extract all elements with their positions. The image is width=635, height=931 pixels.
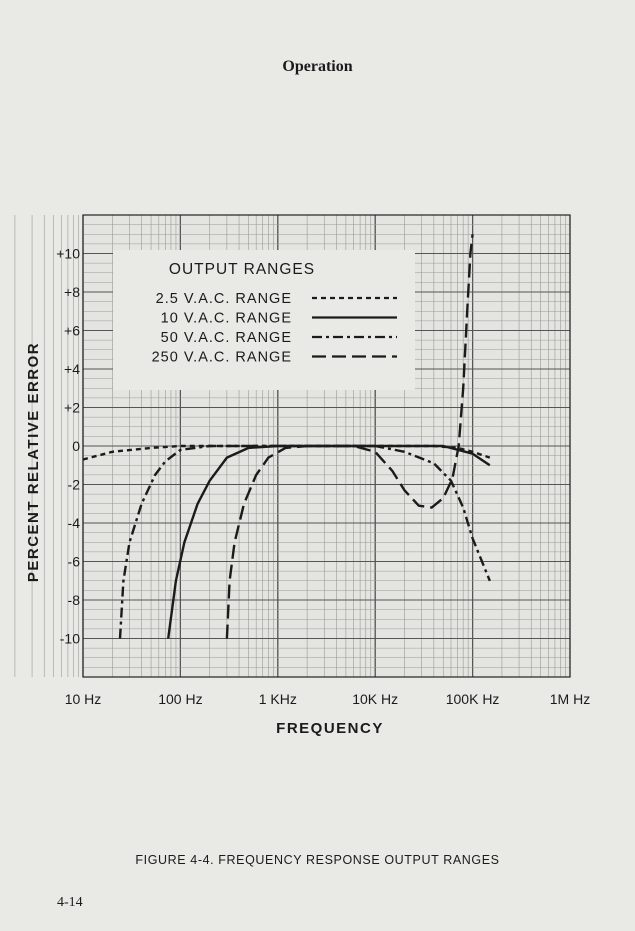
- legend-box: [113, 250, 415, 390]
- y-tick-label: +4: [64, 361, 80, 377]
- page-header: Operation: [282, 58, 353, 75]
- y-tick-label: 0: [72, 438, 80, 454]
- y-tick-label: -4: [68, 515, 81, 531]
- legend: OUTPUT RANGES 2.5 V.A.C. RANGE 10 V.A.C. …: [113, 250, 415, 390]
- series-line-4: [225, 234, 474, 639]
- x-tick-label: 100K Hz: [446, 691, 500, 707]
- y-axis-label: PERCENT RELATIVE ERROR: [25, 342, 42, 582]
- plot-frame: [82, 214, 571, 678]
- y-tick-label: +8: [64, 284, 80, 300]
- chart-series: [82, 234, 491, 639]
- x-tick-label: 1 KHz: [259, 691, 297, 707]
- x-tick-labels: 10 Hz 100 Hz 1 KHz 10K Hz 100K Hz 1M Hz: [65, 691, 591, 707]
- legend-title: OUTPUT RANGES: [169, 261, 315, 278]
- legend-items: 2.5 V.A.C. RANGE 10 V.A.C. RANGE 50 V.A.C.…: [152, 291, 397, 366]
- series-line-3: [118, 444, 491, 639]
- legend-label: 50 V.A.C. RANGE: [161, 330, 292, 346]
- y-tick-label: -2: [68, 477, 81, 493]
- x-tick-label: 10 Hz: [65, 691, 102, 707]
- legend-label: 2.5 V.A.C. RANGE: [156, 291, 292, 307]
- x-tick-label: 1M Hz: [550, 691, 590, 707]
- legend-label: 10 V.A.C. RANGE: [161, 311, 292, 327]
- y-tick-label: -8: [68, 592, 81, 608]
- figure-caption: FIGURE 4-4. FREQUENCY RESPONSE OUTPUT RA…: [135, 853, 500, 867]
- y-tick-label: +10: [56, 246, 80, 262]
- page-number: 4-14: [57, 895, 83, 910]
- y-tick-label: -6: [68, 554, 81, 570]
- x-tick-label: 100 Hz: [158, 691, 202, 707]
- y-tick-label: -10: [60, 631, 80, 647]
- x-tick-label: 10K Hz: [352, 691, 398, 707]
- legend-label: 250 V.A.C. RANGE: [152, 350, 292, 366]
- y-tick-label: +6: [64, 323, 80, 339]
- series-line-2: [167, 444, 491, 639]
- y-tick-labels: +10 +8 +6 +4 +2 0 -2 -4 -6 -8 -10: [56, 246, 80, 647]
- x-axis-label: FREQUENCY: [276, 720, 384, 737]
- y-tick-label: +2: [64, 400, 80, 416]
